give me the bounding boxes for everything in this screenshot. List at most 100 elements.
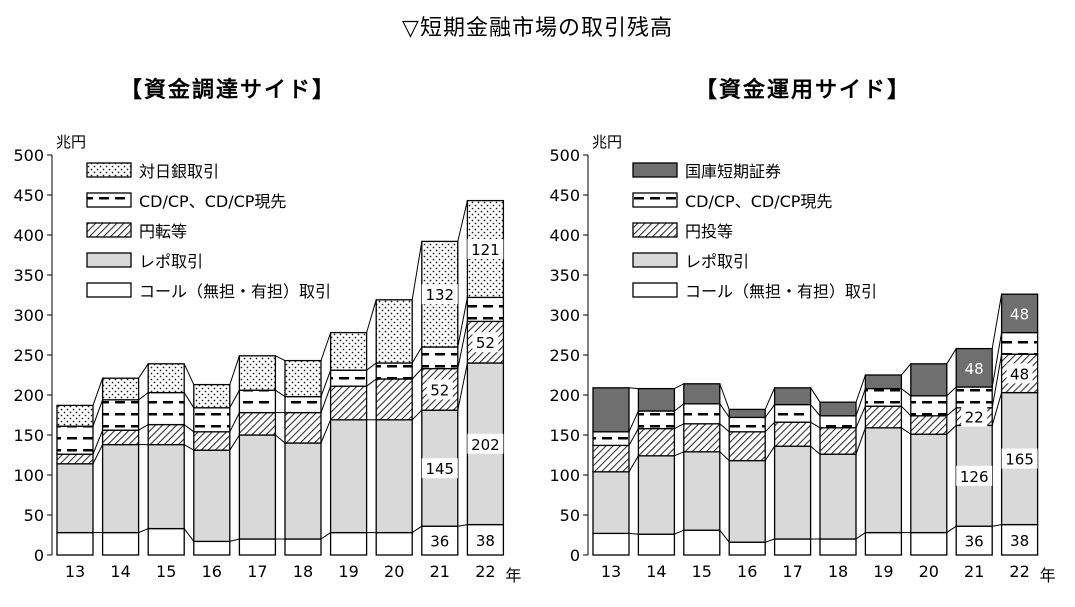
bar-segment xyxy=(637,387,676,412)
series-connector xyxy=(183,528,195,542)
series-connector xyxy=(855,388,866,416)
bar-segment xyxy=(773,403,812,423)
data-label-bg xyxy=(1006,529,1033,550)
y-tick-label: 100 xyxy=(13,466,44,485)
x-tick-label: 16 xyxy=(202,562,222,581)
y-tick-label: 350 xyxy=(549,266,580,285)
series-connector xyxy=(764,445,776,461)
x-tick-label: 17 xyxy=(782,562,802,581)
series-connector xyxy=(991,332,1003,388)
x-tick-label: 15 xyxy=(692,562,712,581)
series-connector xyxy=(901,427,912,435)
data-label: 48 xyxy=(1010,305,1029,323)
x-tick-label: 21 xyxy=(430,562,450,581)
bar-segment xyxy=(238,538,277,556)
series-connector xyxy=(946,525,957,534)
y-tick-label: 200 xyxy=(13,386,44,405)
series-connector xyxy=(674,383,685,390)
data-label-bg xyxy=(1006,363,1033,384)
data-label-bg xyxy=(956,465,993,486)
y-tick-label: 400 xyxy=(13,226,44,245)
data-label: 48 xyxy=(1010,365,1029,383)
series-connector xyxy=(855,406,866,428)
bar-segment xyxy=(147,423,185,446)
bar-segment xyxy=(910,415,948,435)
bar-segment xyxy=(592,532,630,556)
bar-segment xyxy=(329,369,368,387)
series-connector xyxy=(719,423,730,433)
y-tick-label: 100 xyxy=(549,466,580,485)
bar-segment xyxy=(284,359,322,398)
y-tick-label: 300 xyxy=(13,306,44,325)
legend-swatch xyxy=(86,222,132,238)
y-tick-label: 450 xyxy=(13,186,44,205)
series-connector xyxy=(92,378,104,406)
bar-segment xyxy=(592,387,630,433)
data-label: 38 xyxy=(476,532,495,550)
bar-segment xyxy=(101,399,140,431)
series-connector xyxy=(457,297,468,348)
bar-segment xyxy=(819,453,857,540)
bar-segment xyxy=(592,444,630,473)
series-connector xyxy=(810,445,821,455)
legend-label: 円投等 xyxy=(685,222,733,241)
bar-segment xyxy=(421,346,459,370)
investment-side-chart: 0 50 100 150 200 250 300 350 400 450 500 兆円 13 14 15 16… xyxy=(549,133,1055,585)
bar-segment xyxy=(375,378,413,421)
bar-segment xyxy=(864,387,903,407)
bar-segment xyxy=(1000,293,1039,334)
bar-segment xyxy=(375,419,413,534)
series-connector xyxy=(229,355,240,385)
bar-segment xyxy=(864,405,903,429)
series-connector xyxy=(674,403,685,412)
y-tick-label: 150 xyxy=(13,426,44,445)
series-connector xyxy=(229,538,240,542)
legend-label: レポ取引 xyxy=(685,252,749,271)
bar-segment xyxy=(329,331,368,371)
bar-segment xyxy=(238,434,277,540)
series-connector xyxy=(719,403,730,418)
legend-label: 国庫短期証券 xyxy=(685,162,781,181)
bar-segment xyxy=(375,531,413,556)
data-label: 132 xyxy=(425,286,454,304)
data-label: 36 xyxy=(965,533,984,551)
data-label: 165 xyxy=(1005,451,1034,469)
series-connector xyxy=(946,386,957,397)
legend-swatch xyxy=(632,192,678,208)
legend-label: CD/CP、CD/CP現先 xyxy=(685,192,832,211)
series-connector xyxy=(901,405,912,417)
series-connector xyxy=(183,424,195,433)
bar-segment xyxy=(728,431,766,462)
bar-segment xyxy=(864,427,903,534)
y-axis-unit: 兆円 xyxy=(592,133,622,151)
series-connector xyxy=(183,444,195,451)
x-tick-label: 18 xyxy=(293,562,313,581)
bar-segment xyxy=(683,403,721,425)
legend-label: 対日銀取引 xyxy=(139,162,219,181)
funding-side-chart: 0 50 100 150 200 250 300 350 400 450 500 兆円 13 14 15 16… xyxy=(13,133,521,585)
series-connector xyxy=(810,421,821,429)
chart-1-title: 【資金調達サイド】 xyxy=(120,78,337,103)
data-label: 52 xyxy=(476,334,495,352)
bar-segment xyxy=(238,389,277,414)
series-connector xyxy=(183,392,195,409)
series-connector xyxy=(946,348,957,365)
series-connector xyxy=(855,532,866,540)
series-connector xyxy=(229,389,240,409)
data-label-bg xyxy=(961,406,988,427)
series-connector xyxy=(628,428,639,446)
series-connector xyxy=(411,368,423,380)
bar-segment xyxy=(193,383,231,409)
bar-segment xyxy=(683,529,721,556)
y-tick-label: 200 xyxy=(549,386,580,405)
y-tick-label: 250 xyxy=(549,346,580,365)
bar-segment xyxy=(1000,331,1039,355)
legend-swatch xyxy=(86,162,132,178)
data-label-bg xyxy=(961,530,988,551)
bar-segment xyxy=(773,387,812,406)
bar-segment xyxy=(284,411,322,444)
legend-swatch xyxy=(86,192,132,208)
series-connector xyxy=(457,200,468,242)
bar-segment xyxy=(592,431,630,447)
x-tick-label: 14 xyxy=(646,562,666,581)
